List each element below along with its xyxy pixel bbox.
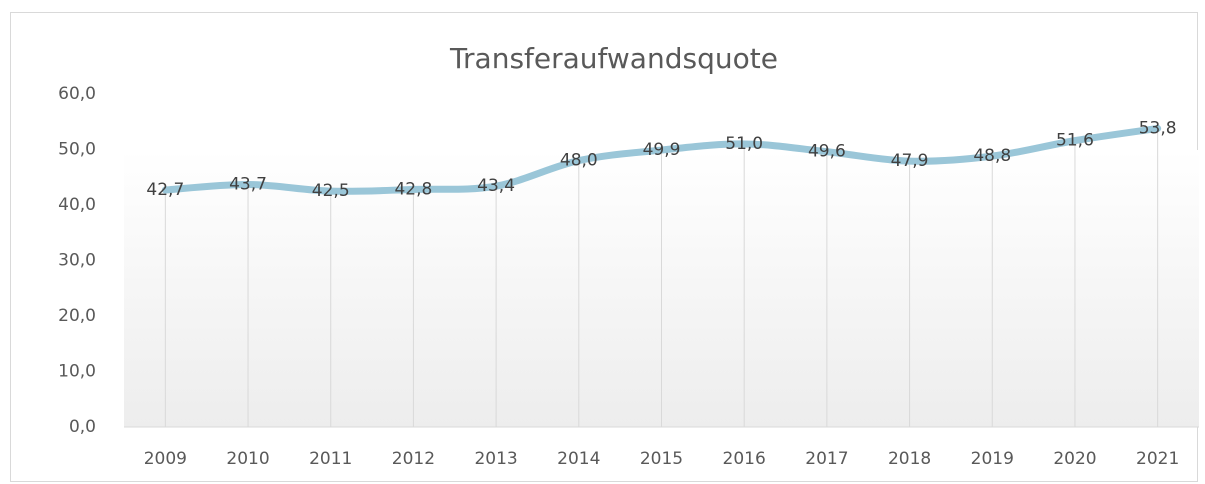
x-tick-label: 2015 <box>640 449 683 469</box>
x-tick-label: 2017 <box>805 449 848 469</box>
data-label: 43,4 <box>477 176 515 196</box>
data-label: 43,7 <box>229 174 267 194</box>
x-tick-label: 2021 <box>1136 449 1179 469</box>
y-tick-label: 20,0 <box>58 306 96 326</box>
y-tick-label: 0,0 <box>69 417 96 437</box>
x-tick-label: 2012 <box>392 449 435 469</box>
x-tick-label: 2018 <box>888 449 931 469</box>
series-line <box>161 124 1162 195</box>
x-tick-label: 2009 <box>144 449 187 469</box>
y-tick-label: 10,0 <box>58 362 96 382</box>
y-tick-label: 50,0 <box>58 140 96 160</box>
data-label: 48,8 <box>973 146 1011 166</box>
data-label: 47,9 <box>891 151 929 171</box>
x-tick-label: 2020 <box>1053 449 1096 469</box>
x-tick-label: 2014 <box>557 449 600 469</box>
y-tick-label: 60,0 <box>58 84 96 104</box>
x-tick-label: 2019 <box>971 449 1014 469</box>
x-tick-label: 2016 <box>723 449 766 469</box>
y-tick-label: 30,0 <box>58 251 96 271</box>
x-tick-label: 2010 <box>226 449 269 469</box>
x-tick-label: 2011 <box>309 449 352 469</box>
data-label: 53,8 <box>1139 118 1177 138</box>
data-label: 42,8 <box>394 179 432 199</box>
data-label: 48,0 <box>560 151 598 171</box>
data-label: 42,5 <box>312 181 350 201</box>
data-label: 49,6 <box>808 142 846 162</box>
data-label: 51,6 <box>1056 131 1094 151</box>
data-label: 51,0 <box>725 134 763 154</box>
x-tick-label: 2013 <box>474 449 517 469</box>
data-label: 42,7 <box>146 180 184 200</box>
chart-title: Transferaufwandsquote <box>449 42 778 75</box>
y-tick-label: 40,0 <box>58 195 96 215</box>
data-label: 49,9 <box>643 140 681 160</box>
